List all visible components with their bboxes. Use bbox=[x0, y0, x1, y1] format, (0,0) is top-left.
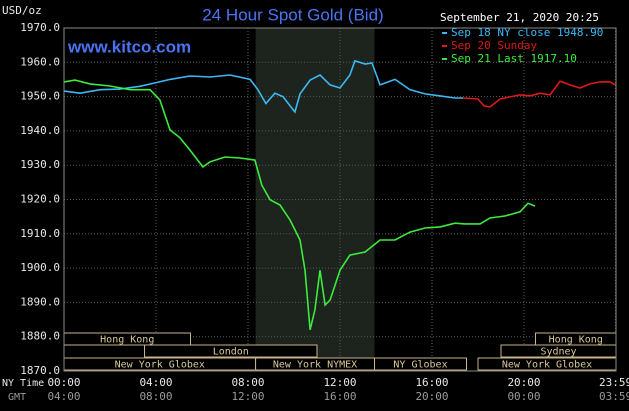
chart-title: 24 Hour Spot Gold (Bid) bbox=[202, 5, 383, 24]
y-tick-label: 1940.0 bbox=[20, 124, 60, 137]
lines-layer bbox=[63, 59, 616, 330]
x-tick-label: 20:00 bbox=[507, 376, 540, 389]
legend-label: Sep 20 Sunday bbox=[451, 39, 537, 52]
x2-tick-label: 16:00 bbox=[323, 390, 356, 403]
timestamp: September 21, 2020 20:25 bbox=[440, 11, 599, 24]
x-tick-label: 16:00 bbox=[415, 376, 448, 389]
y-tick-label: 1870.0 bbox=[20, 364, 60, 377]
x-tick-label: 12:00 bbox=[323, 376, 356, 389]
legend-label: Sep 21 Last 1917.10 bbox=[451, 52, 577, 65]
series-line bbox=[463, 80, 616, 108]
session-shade bbox=[255, 28, 375, 371]
y-tick-label: 1890.0 bbox=[20, 295, 60, 308]
x2-tick-label: 20:00 bbox=[415, 390, 448, 403]
x-tick-label: 00:00 bbox=[47, 376, 80, 389]
series-line bbox=[63, 79, 536, 330]
session-label: Hong Kong bbox=[549, 335, 603, 346]
legend-label: Sep 18 NY close 1948.90 bbox=[451, 26, 603, 39]
x-axis-label: NY Time bbox=[2, 378, 44, 389]
y-tick-label: 1950.0 bbox=[20, 90, 60, 103]
session-label: Sydney bbox=[540, 347, 576, 358]
x2-tick-label: 04:00 bbox=[47, 390, 80, 403]
y-tick-label: 1920.0 bbox=[20, 193, 60, 206]
plot-frame bbox=[63, 27, 617, 372]
session-bar bbox=[144, 344, 318, 358]
y-tick-label: 1960.0 bbox=[20, 55, 60, 68]
x2-tick-label: 12:00 bbox=[231, 390, 264, 403]
y-tick-label: 1900.0 bbox=[20, 261, 60, 274]
x2-axis-label: GMT bbox=[8, 392, 26, 403]
x-tick-label: 23:59 bbox=[599, 376, 629, 389]
y-tick-label: 1930.0 bbox=[20, 158, 60, 171]
y-tick-label: 1880.0 bbox=[20, 330, 60, 343]
x-tick-label: 04:00 bbox=[139, 376, 172, 389]
x2-tick-label: 00:00 bbox=[507, 390, 540, 403]
x2-tick-label: 08:00 bbox=[139, 390, 172, 403]
session-label: Hong Kong bbox=[100, 335, 154, 346]
y-tick-label: 1910.0 bbox=[20, 227, 60, 240]
session-label: London bbox=[213, 347, 249, 358]
y-axis-label: USD/oz bbox=[2, 4, 42, 17]
session-label: New York Globex bbox=[502, 360, 592, 371]
x-tick-label: 08:00 bbox=[231, 376, 264, 389]
session-label: NY Globex bbox=[393, 360, 447, 371]
session-label: New York NYMEX bbox=[273, 360, 357, 371]
session-label: New York Globex bbox=[115, 360, 205, 371]
site-label: www.kitco.com bbox=[67, 37, 191, 56]
shade-layer bbox=[255, 28, 375, 371]
y-tick-label: 1970.0 bbox=[20, 21, 60, 34]
x2-tick-label: 03:59 bbox=[599, 390, 629, 403]
session-bar bbox=[374, 357, 467, 371]
series-line bbox=[63, 59, 464, 114]
